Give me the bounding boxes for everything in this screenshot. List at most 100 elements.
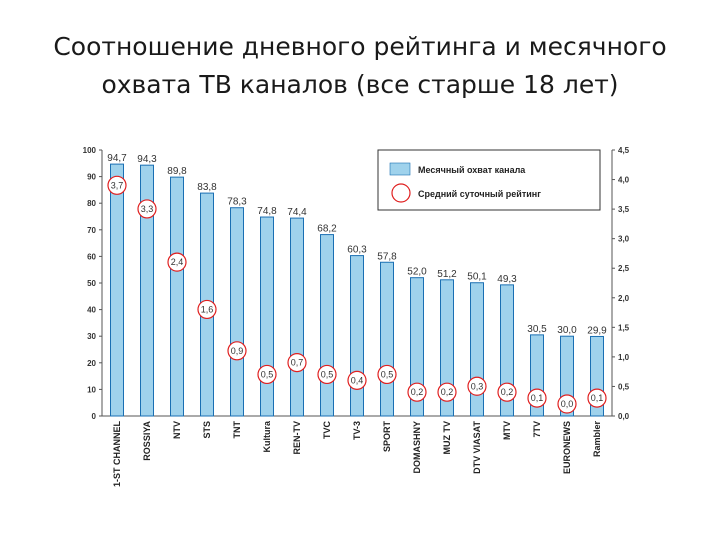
category-label: ROSSIYA <box>142 421 152 461</box>
category-label: TV-3 <box>352 421 362 440</box>
reach-bar <box>380 261 394 417</box>
reach-bar <box>290 217 304 417</box>
category-label: NTV <box>172 421 182 439</box>
reach-bar <box>170 176 184 417</box>
left-tick-label: 60 <box>87 252 96 261</box>
reach-bar <box>260 216 274 417</box>
reach-bar <box>110 163 124 417</box>
rating-circle <box>557 394 577 414</box>
left-tick-label: 0 <box>92 412 97 421</box>
category-label: EURONEWS <box>562 421 572 474</box>
reach-bar <box>440 279 454 417</box>
category-label: TNT <box>232 421 242 439</box>
reach-value-label: 83,8 <box>197 182 217 193</box>
rating-value-label: 0,1 <box>591 393 604 403</box>
category-label: DTV VIASAT <box>472 421 482 474</box>
rating-circle <box>587 388 607 408</box>
category-label: STS <box>202 421 212 439</box>
rating-value-label: 2,4 <box>171 257 184 267</box>
reach-value-label: 52,0 <box>407 267 427 278</box>
slide-title: Соотношение дневного рейтинга и месячног… <box>0 28 720 104</box>
legend-label-rating: Средний суточный рейтинг <box>418 189 541 199</box>
reach-rating-chart: 0 10 20 30 40 50 60 70 80 90 100 0,0 0,5 1,0 1,5 2,0 2,5… <box>83 146 630 487</box>
left-tick-label: 100 <box>83 146 97 155</box>
left-tick-label: 30 <box>87 332 96 341</box>
rating-circle <box>287 353 307 373</box>
legend-swatch-reach <box>389 162 411 176</box>
reach-value-label: 57,8 <box>377 251 397 262</box>
right-tick-label: 3,5 <box>618 205 630 214</box>
rating-value-label: 0,1 <box>531 393 544 403</box>
reach-value-label: 74,4 <box>287 207 307 218</box>
right-tick-label: 0,0 <box>618 412 630 421</box>
reach-bar <box>350 255 364 417</box>
rating-value-label: 3,3 <box>141 204 154 214</box>
category-label: DOMASHNY <box>412 421 422 474</box>
category-label: SPORT <box>382 421 392 453</box>
reach-bar <box>410 277 424 417</box>
left-tick-label: 80 <box>87 199 96 208</box>
rating-value-label: 0,5 <box>381 369 394 379</box>
rating-circle <box>347 370 367 390</box>
rating-circle <box>497 382 517 402</box>
rating-value-label: 0,2 <box>501 387 514 397</box>
category-label: Kultura <box>262 420 272 452</box>
title-line-1: Соотношение дневного рейтинга и месячног… <box>53 32 667 61</box>
rating-circle <box>107 175 127 195</box>
left-tick-label: 10 <box>87 385 96 394</box>
rating-circle <box>197 299 217 320</box>
rating-circle <box>437 382 457 402</box>
reach-value-label: 29,9 <box>587 325 607 336</box>
reach-value-label: 51,2 <box>437 269 457 280</box>
title-line-2: охвата ТВ каналов (все старше 18 лет) <box>101 70 619 99</box>
rating-circle <box>467 376 487 396</box>
right-tick-label: 2,5 <box>618 264 630 273</box>
rating-circle <box>317 364 337 385</box>
reach-bar <box>320 234 334 417</box>
right-tick-label: 4,0 <box>618 176 630 185</box>
reach-value-label: 68,2 <box>317 224 337 235</box>
rating-circle <box>227 341 247 361</box>
category-label: REN-TV <box>292 421 302 455</box>
right-tick-label: 4,5 <box>618 146 630 155</box>
reach-value-label: 50,1 <box>467 272 487 283</box>
right-tick-label: 3,0 <box>618 235 630 244</box>
category-label: TVC <box>322 420 332 439</box>
rating-value-label: 0,3 <box>471 381 484 391</box>
rating-circle <box>377 364 397 385</box>
category-label: Rambler <box>592 421 602 458</box>
rating-value-label: 0,5 <box>261 369 274 379</box>
rating-circle <box>137 199 157 219</box>
reach-value-label: 49,3 <box>497 274 517 285</box>
rating-value-label: 0,4 <box>351 375 364 385</box>
left-tick-label: 90 <box>87 173 96 182</box>
category-label: 7TV <box>532 421 542 438</box>
category-label: MUZ TV <box>442 421 452 455</box>
rating-value-label: 1,6 <box>201 304 214 314</box>
right-tick-label: 2,0 <box>618 294 630 303</box>
category-label: MTV <box>502 421 512 440</box>
reach-value-label: 94,7 <box>107 153 127 164</box>
legend-box <box>377 149 601 211</box>
reach-value-label: 74,8 <box>257 206 277 217</box>
rating-value-label: 0,5 <box>321 369 334 379</box>
rating-circle <box>527 388 547 408</box>
rating-circle <box>167 252 187 272</box>
left-tick-label: 70 <box>87 226 96 235</box>
rating-value-label: 0,9 <box>231 346 244 356</box>
right-tick-label: 1,5 <box>618 323 630 332</box>
rating-value-label: 0,2 <box>411 387 424 397</box>
left-tick-label: 20 <box>87 359 96 368</box>
right-tick-label: 0,5 <box>618 382 630 391</box>
rating-circle <box>257 364 277 385</box>
rating-value-label: 0,2 <box>441 387 454 397</box>
right-tick-label: 1,0 <box>618 353 630 362</box>
reach-bar <box>140 164 154 417</box>
reach-value-label: 89,8 <box>167 166 187 177</box>
legend-swatch-rating <box>391 183 411 203</box>
reach-value-label: 30,5 <box>527 324 547 335</box>
reach-value-label: 78,3 <box>227 197 247 208</box>
rating-value-label: 0,7 <box>291 358 304 368</box>
rating-circle <box>407 382 427 402</box>
reach-value-label: 30,0 <box>557 325 577 336</box>
